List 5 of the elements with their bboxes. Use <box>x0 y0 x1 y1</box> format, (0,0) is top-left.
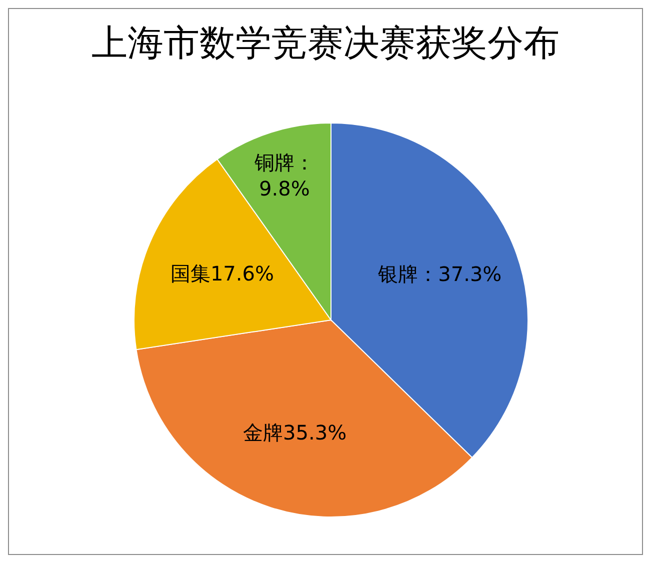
slice-label: 国集17.6% <box>170 262 274 286</box>
chart-title: 上海市数学竞赛决赛获奖分布 <box>90 22 560 65</box>
slice-label: 金牌35.3% <box>243 420 347 445</box>
slice-label: 铜牌：9.8% <box>253 150 314 201</box>
slice-label: 银牌：37.3% <box>377 262 502 286</box>
